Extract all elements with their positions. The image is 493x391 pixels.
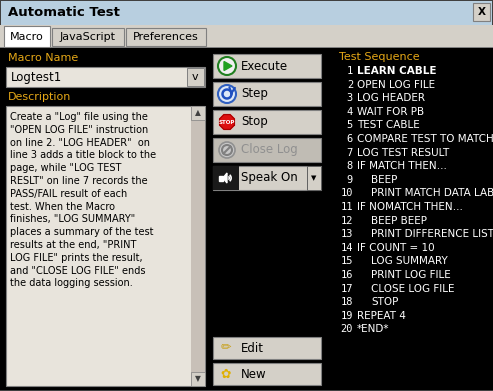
Text: OPEN LOG FILE: OPEN LOG FILE <box>357 80 435 90</box>
Text: 7: 7 <box>347 147 353 158</box>
Text: LEARN CABLE: LEARN CABLE <box>357 66 436 76</box>
Bar <box>191 106 205 386</box>
Text: 17: 17 <box>341 283 353 294</box>
Bar <box>0 25 493 48</box>
Text: LOG SUMMARY: LOG SUMMARY <box>371 256 448 266</box>
Text: 8: 8 <box>347 161 353 171</box>
Text: CLOSE LOG FILE: CLOSE LOG FILE <box>371 283 455 294</box>
Text: JavaScript: JavaScript <box>60 32 116 42</box>
Text: 18: 18 <box>341 297 353 307</box>
Bar <box>6 67 205 87</box>
Text: PRINT DIFFERENCE LIST: PRINT DIFFERENCE LIST <box>371 229 493 239</box>
Bar <box>6 106 205 386</box>
Text: BEEP: BEEP <box>371 175 397 185</box>
Text: Step: Step <box>241 88 268 100</box>
Bar <box>213 166 239 190</box>
Text: 16: 16 <box>341 270 353 280</box>
Text: Create a "Log" file using the
"OPEN LOG FILE" instruction
on line 2. "LOG HEADER: Create a "Log" file using the "OPEN LOG … <box>10 112 156 289</box>
Text: PRINT LOG FILE: PRINT LOG FILE <box>371 270 451 280</box>
Text: WAIT FOR PB: WAIT FOR PB <box>357 107 424 117</box>
Text: Stop: Stop <box>241 115 268 129</box>
Text: COMPARE TEST TO MATCH: COMPARE TEST TO MATCH <box>357 134 493 144</box>
Text: IF NOMATCH THEN…: IF NOMATCH THEN… <box>357 202 463 212</box>
Bar <box>4 26 50 47</box>
Text: Logtest1: Logtest1 <box>11 70 62 84</box>
Circle shape <box>219 142 235 158</box>
Bar <box>0 47 493 48</box>
Bar <box>213 138 321 162</box>
Polygon shape <box>219 115 234 129</box>
Text: PRINT MATCH DATA LABEL: PRINT MATCH DATA LABEL <box>371 188 493 198</box>
Text: *END*: *END* <box>357 325 389 334</box>
Text: 9: 9 <box>347 175 353 185</box>
Text: Execute: Execute <box>241 59 288 72</box>
Text: 11: 11 <box>341 202 353 212</box>
Bar <box>213 337 321 359</box>
Text: ▲: ▲ <box>195 108 201 118</box>
Text: Speak On: Speak On <box>241 172 298 185</box>
Text: Edit: Edit <box>241 341 264 355</box>
Text: STOP: STOP <box>371 297 398 307</box>
Bar <box>213 82 321 106</box>
Bar <box>126 28 206 46</box>
Text: ✿: ✿ <box>221 368 231 380</box>
Circle shape <box>218 57 236 75</box>
Text: v: v <box>192 72 198 82</box>
Text: ✏: ✏ <box>221 341 231 355</box>
Text: 4: 4 <box>347 107 353 117</box>
Text: 14: 14 <box>341 243 353 253</box>
Bar <box>52 28 124 46</box>
Text: LOG TEST RESULT: LOG TEST RESULT <box>357 147 449 158</box>
Bar <box>473 3 490 21</box>
Text: 6: 6 <box>347 134 353 144</box>
Text: TEST CABLE: TEST CABLE <box>357 120 420 131</box>
Text: IF COUNT = 10: IF COUNT = 10 <box>357 243 435 253</box>
Text: Macro Name: Macro Name <box>8 53 78 63</box>
Bar <box>191 372 205 386</box>
Bar <box>213 363 321 385</box>
Text: LOG HEADER: LOG HEADER <box>357 93 425 103</box>
Bar <box>307 166 321 190</box>
Text: 19: 19 <box>341 311 353 321</box>
Text: ▼: ▼ <box>195 375 201 384</box>
Text: Close Log: Close Log <box>241 143 298 156</box>
Bar <box>213 166 321 190</box>
Text: IF MATCH THEN…: IF MATCH THEN… <box>357 161 447 171</box>
Text: Automatic Test: Automatic Test <box>8 5 120 18</box>
Polygon shape <box>223 173 227 183</box>
Text: 13: 13 <box>341 229 353 239</box>
Text: 3: 3 <box>347 93 353 103</box>
Text: New: New <box>241 368 267 380</box>
Text: Macro: Macro <box>10 32 44 42</box>
Text: 15: 15 <box>341 256 353 266</box>
Bar <box>213 110 321 134</box>
Text: Preferences: Preferences <box>133 32 199 42</box>
Text: Test Sequence: Test Sequence <box>339 52 420 62</box>
Text: X: X <box>478 7 486 17</box>
Bar <box>0 48 493 390</box>
Text: 20: 20 <box>341 325 353 334</box>
Text: STOP: STOP <box>219 120 235 125</box>
Circle shape <box>218 85 236 103</box>
Bar <box>187 68 204 86</box>
Text: 10: 10 <box>341 188 353 198</box>
Bar <box>191 106 205 120</box>
Polygon shape <box>224 61 232 70</box>
Text: ▼: ▼ <box>311 175 317 181</box>
Text: Description: Description <box>8 92 71 102</box>
Text: 2: 2 <box>347 80 353 90</box>
Text: BEEP BEEP: BEEP BEEP <box>371 215 427 226</box>
Text: 12: 12 <box>341 215 353 226</box>
Bar <box>213 54 321 78</box>
Text: 1: 1 <box>347 66 353 76</box>
Bar <box>1 1 492 25</box>
Text: REPEAT 4: REPEAT 4 <box>357 311 406 321</box>
Polygon shape <box>219 176 223 181</box>
Text: 5: 5 <box>347 120 353 131</box>
